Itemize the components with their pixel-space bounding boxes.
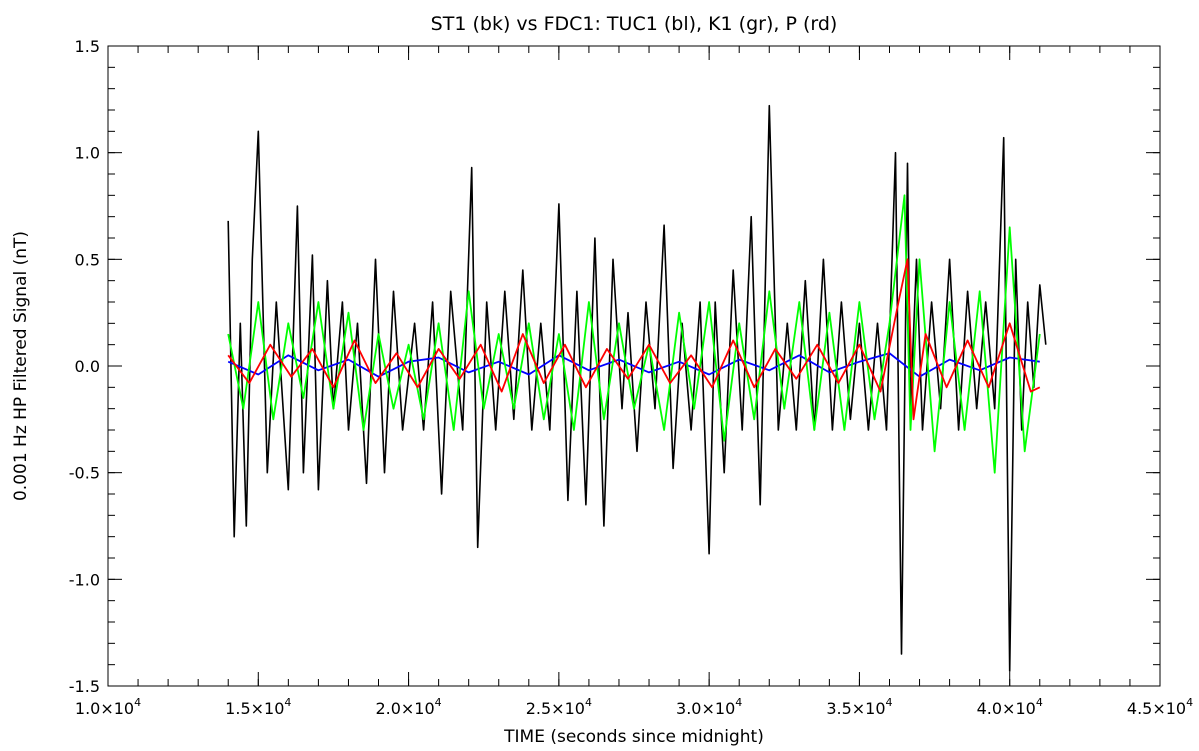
series-line-2 — [227, 194, 1041, 474]
x-tick-label: 4.5×104 — [1127, 696, 1193, 718]
x-tick-label: 1.0×104 — [75, 696, 141, 718]
y-tick-label: -0.5 — [69, 464, 100, 483]
y-tick-label: 1.0 — [75, 144, 100, 163]
x-tick-label: 4.0×104 — [977, 696, 1043, 718]
y-axis-label: 0.001 Hz HP Filtered Signal (nT) — [11, 231, 31, 501]
y-tick-label: -1.5 — [69, 677, 100, 696]
y-tick-label: 0.0 — [75, 357, 100, 376]
x-axis-label: TIME (seconds since midnight) — [503, 727, 764, 747]
series-line-0 — [227, 104, 1047, 672]
series-line-1 — [227, 352, 1040, 378]
x-tick-label: 2.5×104 — [526, 696, 592, 718]
x-tick-label: 3.5×104 — [826, 696, 892, 718]
x-tick-label: 2.0×104 — [375, 696, 441, 718]
series-layer — [227, 104, 1047, 672]
chart-title: ST1 (bk) vs FDC1: TUC1 (bl), K1 (gr), P … — [431, 13, 838, 35]
y-tick-label: 1.5 — [75, 37, 100, 56]
x-tick-label: 3.0×104 — [676, 696, 742, 718]
x-tick-label: 1.5×104 — [225, 696, 291, 718]
y-tick-label: -1.0 — [69, 570, 100, 589]
series-line-3 — [227, 258, 1041, 421]
tick-layer: 1.5 1.0 0.5 0.0 -0.5 -1.0 -1.51.0×104 1.5×104 2.… — [69, 37, 1193, 718]
y-tick-label: 0.5 — [75, 250, 100, 269]
